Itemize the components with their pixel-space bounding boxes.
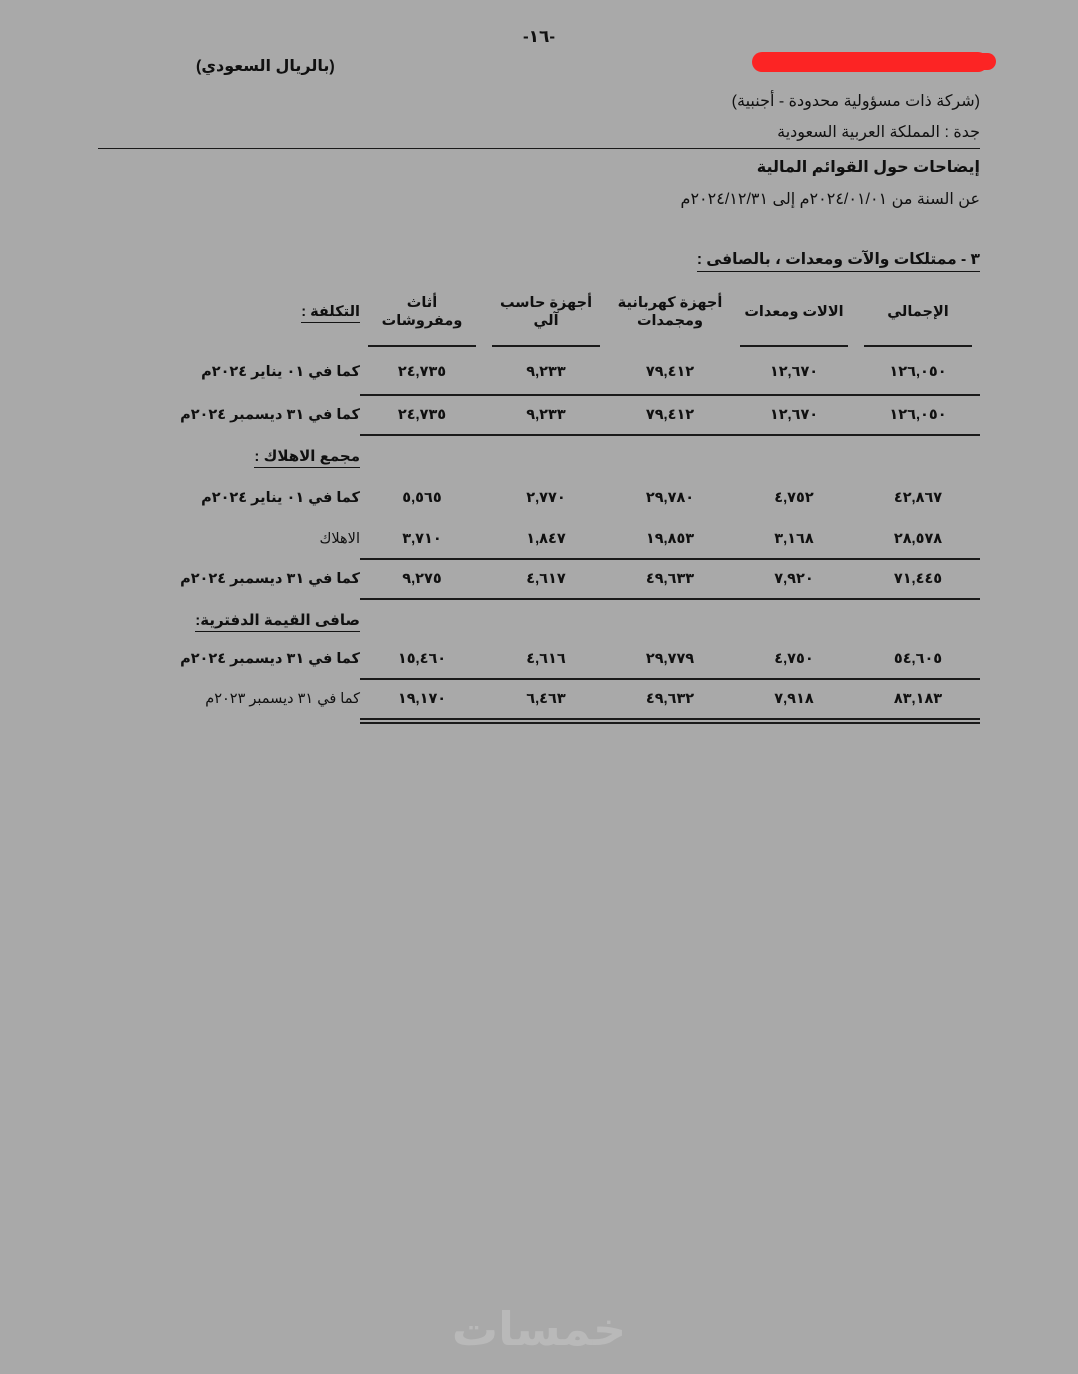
cell-total: ٧١,٤٤٥ xyxy=(893,571,943,587)
cell-total: ١٢٦,٠٥٠ xyxy=(889,364,947,380)
row-separator-final xyxy=(98,718,980,725)
table-header-underline-row xyxy=(98,342,980,350)
column-header-furniture: أثاث ومفروشات xyxy=(381,294,463,329)
cell-machinery: ٣,١٦٨ xyxy=(774,531,814,547)
cell-furniture: ١٩,١٧٠ xyxy=(397,691,447,707)
header-underline-machinery xyxy=(732,342,856,350)
cell-machinery: ٤,٧٥٠ xyxy=(774,651,814,667)
table-row: ٢٨,٥٧٨ ٣,١٦٨ ١٩,٨٥٣ ١,٨٤٧ ٣,٧١٠ الاهلاك xyxy=(98,520,980,558)
cell-total: ١٢٦,٠٥٠ xyxy=(889,407,947,423)
subheading-accumulated-depreciation: مجمع الاهلاك : xyxy=(98,436,360,476)
column-header-machinery: الالات ومعدات xyxy=(744,303,844,320)
cell-total: ٢٨,٥٧٨ xyxy=(893,531,943,547)
row-separator xyxy=(98,434,980,436)
table-subheading-row: مجمع الاهلاك : xyxy=(98,436,980,476)
cell-electrical: ١٩,٨٥٣ xyxy=(645,531,695,547)
cell-electrical: ٧٩,٤١٢ xyxy=(645,407,695,423)
cell-machinery: ١٢,٦٧٠ xyxy=(769,364,819,380)
header-underline-electrical xyxy=(608,342,732,350)
currency-note: (بالريال السعودي) xyxy=(196,58,335,75)
header-underline-computers xyxy=(484,342,608,350)
table-row: ١٢٦,٠٥٠ ١٢,٦٧٠ ٧٩,٤١٢ ٩,٢٣٣ ٢٤,٧٣٥ كما ف… xyxy=(98,396,980,434)
row-label: كما في ٣١ ديسمبر ٢٠٢٣م xyxy=(205,691,360,707)
cell-machinery: ٧,٩٢٠ xyxy=(774,571,814,587)
cell-electrical: ٤٩,٦٣٣ xyxy=(645,571,695,587)
header-underline-label xyxy=(98,342,360,350)
cell-machinery: ٤,٧٥٢ xyxy=(774,490,814,506)
cell-machinery: ٧,٩١٨ xyxy=(774,691,814,707)
cell-electrical: ٤٩,٦٣٢ xyxy=(645,691,695,707)
cell-electrical: ٧٩,٤١٢ xyxy=(645,364,695,380)
row-separator xyxy=(98,394,980,396)
watermark: خمسات xyxy=(451,1303,627,1355)
cell-furniture: ١٥,٤٦٠ xyxy=(397,651,447,667)
table-header-row: الإجمالي الالات ومعدات أجهزة كهربانية وم… xyxy=(98,282,980,342)
table-row: ٥٤,٦٠٥ ٤,٧٥٠ ٢٩,٧٧٩ ٤,٦١٦ ١٥,٤٦٠ كما في … xyxy=(98,640,980,678)
row-separator xyxy=(98,598,980,600)
column-header-cost-label: التكلفة : xyxy=(98,282,360,342)
cell-total: ٨٣,١٨٣ xyxy=(893,691,943,707)
cell-furniture: ٩,٢٧٥ xyxy=(402,571,442,587)
cell-computers: ٤,٦١٧ xyxy=(526,571,566,587)
notes-title: إيضاحات حول القوائم المالية xyxy=(756,159,980,176)
row-label: الاهلاك xyxy=(319,531,360,547)
row-label: كما في ٠١ يناير ٢٠٢٤م xyxy=(201,490,360,506)
row-separator xyxy=(98,678,980,680)
reporting-period: عن السنة من ٢٠٢٤/٠١/٠١م إلى ٢٠٢٤/١٢/٣١م xyxy=(680,191,980,208)
redaction-mark xyxy=(752,52,996,72)
row-label: كما في ٣١ ديسمبر ٢٠٢٤م xyxy=(180,571,360,587)
table-row: ٤٢,٨٦٧ ٤,٧٥٢ ٢٩,٧٨٠ ٢,٧٧٠ ٥,٥٦٥ كما في ٠… xyxy=(98,476,980,520)
page-number: -١٦- xyxy=(522,27,556,46)
note-title: ٣ - ممتلكات والآت ومعدات ، بالصافى : xyxy=(696,250,980,272)
company-location: جدة : المملكة العربية السعودية xyxy=(777,124,980,141)
table-row: ١٢٦,٠٥٠ ١٢,٦٧٠ ٧٩,٤١٢ ٩,٢٣٣ ٢٤,٧٣٥ كما ف… xyxy=(98,350,980,394)
cell-total: ٥٤,٦٠٥ xyxy=(893,651,943,667)
cell-computers: ٢,٧٧٠ xyxy=(526,490,566,506)
row-label: كما في ٣١ ديسمبر ٢٠٢٤م xyxy=(180,407,360,423)
cell-computers: ٩,٢٣٣ xyxy=(526,407,566,423)
header-underline-furniture xyxy=(360,342,484,350)
table-row: ٧١,٤٤٥ ٧,٩٢٠ ٤٩,٦٣٣ ٤,٦١٧ ٩,٢٧٥ كما في ٣… xyxy=(98,560,980,598)
cell-computers: ١,٨٤٧ xyxy=(526,531,566,547)
ppe-table: الإجمالي الالات ومعدات أجهزة كهربانية وم… xyxy=(98,282,980,725)
cell-furniture: ٣,٧١٠ xyxy=(402,531,442,547)
cell-computers: ٦,٤٦٣ xyxy=(526,691,566,707)
column-header-computers: أجهزة حاسب آلي xyxy=(499,294,593,329)
company-legal-form: (شركة ذات مسؤولية محدودة - أجنبية) xyxy=(731,93,980,110)
cell-total: ٤٢,٨٦٧ xyxy=(893,490,943,506)
row-separator xyxy=(98,558,980,560)
cell-electrical: ٢٩,٧٨٠ xyxy=(645,490,695,506)
cell-furniture: ٢٤,٧٣٥ xyxy=(397,364,447,380)
row-label: كما في ٣١ ديسمبر ٢٠٢٤م xyxy=(180,651,360,667)
row-label: كما في ٠١ يناير ٢٠٢٤م xyxy=(201,364,360,380)
header-underline-total xyxy=(856,342,980,350)
header-divider xyxy=(98,148,980,149)
subheading-net-book-value: صافى القيمة الدفترية: xyxy=(98,600,360,640)
table-subheading-row: صافى القيمة الدفترية: xyxy=(98,600,980,640)
cell-furniture: ٥,٥٦٥ xyxy=(402,490,442,506)
cell-electrical: ٢٩,٧٧٩ xyxy=(645,651,695,667)
cell-computers: ٩,٢٣٣ xyxy=(526,364,566,380)
cell-machinery: ١٢,٦٧٠ xyxy=(769,407,819,423)
cell-furniture: ٢٤,٧٣٥ xyxy=(397,407,447,423)
column-header-electrical: أجهزة كهربانية ومجمدات xyxy=(617,294,723,329)
table-row: ٨٣,١٨٣ ٧,٩١٨ ٤٩,٦٣٢ ٦,٤٦٣ ١٩,١٧٠ كما في … xyxy=(98,680,980,718)
cell-computers: ٤,٦١٦ xyxy=(526,651,566,667)
column-header-total: الإجمالي xyxy=(887,303,949,320)
